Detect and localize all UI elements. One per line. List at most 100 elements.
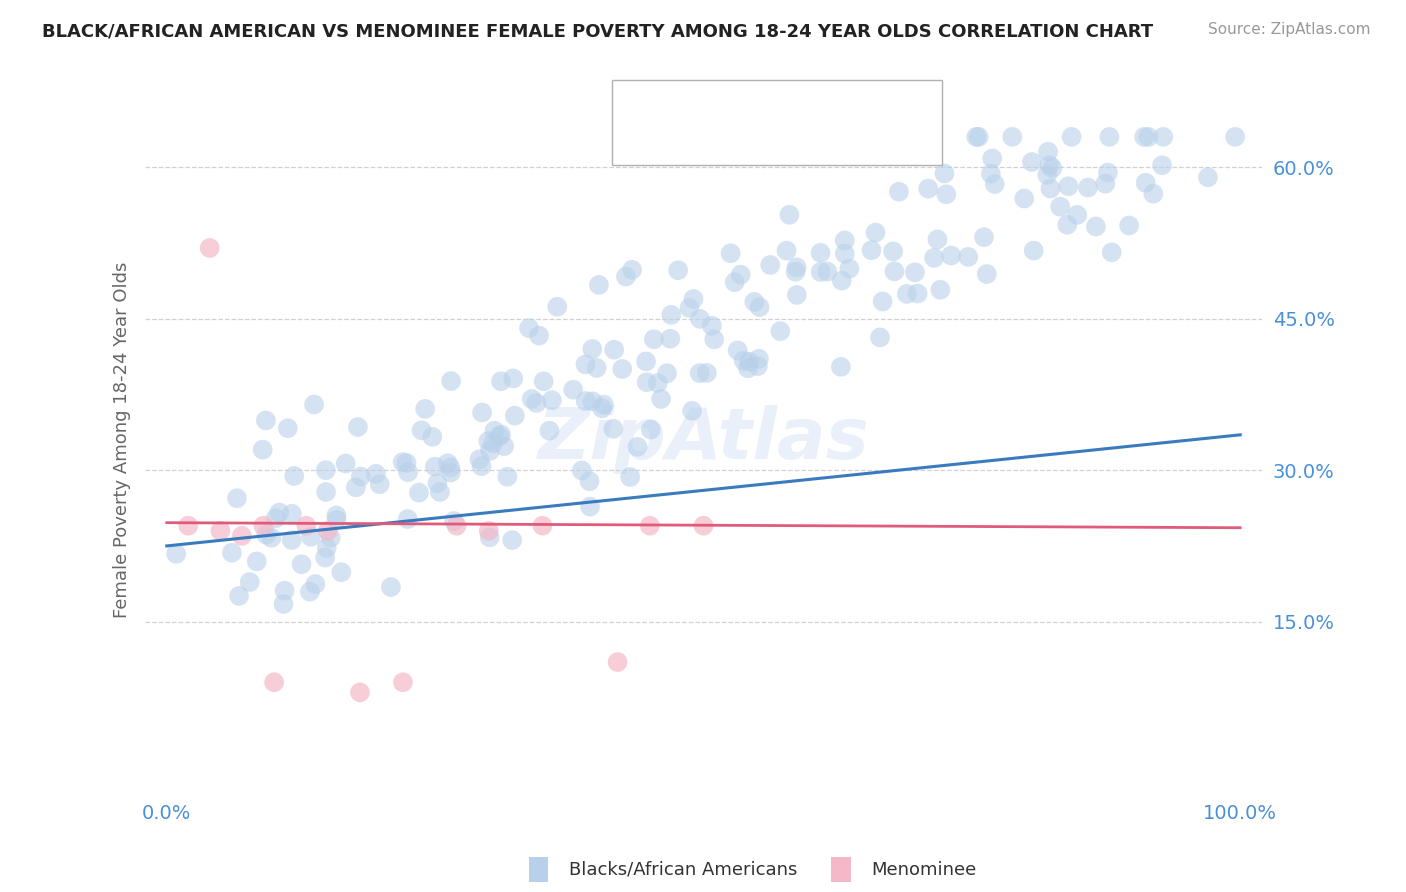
Point (316, 524, 339, 538)
Point (283, 469, 305, 483)
Point (478, 530, 501, 544)
Text: Menominee: Menominee (872, 861, 977, 879)
Point (546, 300, 568, 314)
Point (810, 265, 832, 279)
Point (349, 685, 371, 699)
Point (380, 580, 402, 594)
Point (733, 353, 755, 368)
Point (1039, 181, 1062, 195)
Point (941, 249, 963, 263)
Point (501, 533, 523, 547)
Point (785, 265, 807, 279)
Point (759, 258, 782, 272)
Point (1118, 219, 1140, 233)
Point (350, 469, 373, 483)
Point (614, 269, 637, 284)
Point (638, 518, 661, 533)
Point (1049, 200, 1071, 214)
Point (1133, 129, 1156, 144)
Point (592, 398, 614, 412)
Point (443, 514, 465, 528)
Point (681, 404, 703, 418)
Point (344, 480, 367, 494)
Point (269, 506, 291, 520)
Text: N =: N = (770, 140, 804, 158)
Point (747, 359, 769, 373)
Text: 0.561: 0.561 (710, 95, 761, 112)
Point (603, 343, 626, 357)
Point (571, 463, 593, 477)
Point (666, 263, 689, 277)
Point (315, 485, 337, 500)
Point (429, 485, 451, 500)
Point (368, 477, 391, 491)
Point (650, 392, 672, 406)
Point (689, 366, 711, 380)
Point (422, 430, 444, 444)
Point (260, 531, 283, 545)
Point (965, 129, 987, 144)
Point (775, 244, 797, 258)
Point (860, 243, 883, 257)
Point (254, 527, 277, 541)
Point (526, 396, 548, 410)
Point (304, 577, 326, 591)
Point (738, 355, 761, 369)
Point (239, 575, 262, 590)
Point (330, 565, 353, 579)
Point (830, 359, 852, 374)
Point (957, 250, 980, 264)
Point (838, 261, 860, 276)
Point (703, 332, 725, 346)
Text: 16: 16 (815, 140, 838, 158)
Point (277, 421, 299, 435)
Point (882, 244, 904, 259)
Point (1021, 155, 1043, 169)
Point (831, 274, 853, 288)
Point (834, 246, 856, 260)
Point (1137, 130, 1160, 145)
Point (335, 457, 357, 471)
Point (517, 321, 540, 335)
Point (1057, 179, 1080, 194)
Point (1056, 218, 1078, 232)
Point (477, 434, 499, 448)
Point (724, 275, 747, 289)
Text: ZipAtlas: ZipAtlas (537, 405, 869, 475)
Point (1040, 161, 1063, 175)
Point (263, 675, 285, 690)
Point (198, 241, 221, 255)
Point (748, 300, 770, 314)
Point (1060, 129, 1083, 144)
Point (786, 288, 808, 302)
Point (302, 397, 325, 411)
Point (678, 301, 700, 315)
Point (347, 420, 370, 434)
Point (494, 439, 516, 453)
Point (541, 393, 564, 408)
Point (575, 394, 598, 409)
Point (626, 440, 648, 454)
Point (252, 518, 274, 533)
Point (981, 152, 1004, 166)
Point (281, 507, 304, 521)
Point (621, 262, 644, 277)
Point (887, 185, 910, 199)
Point (395, 456, 418, 470)
Point (221, 546, 243, 560)
Text: R =: R = (665, 140, 699, 158)
Text: -0.036: -0.036 (710, 140, 768, 158)
Text: Blacks/African Americans: Blacks/African Americans (569, 861, 797, 879)
Point (538, 424, 561, 438)
Point (1097, 165, 1119, 179)
Point (927, 232, 949, 246)
Point (1036, 145, 1059, 159)
Point (396, 465, 419, 479)
Point (973, 230, 995, 244)
Point (503, 409, 526, 423)
Point (1038, 158, 1060, 172)
Text: BLACK/AFRICAN AMERICAN VS MENOMINEE FEMALE POVERTY AMONG 18-24 YEAR OLDS CORRELA: BLACK/AFRICAN AMERICAN VS MENOMINEE FEMA… (42, 22, 1153, 40)
Point (315, 541, 337, 555)
Point (1012, 192, 1035, 206)
Point (689, 311, 711, 326)
